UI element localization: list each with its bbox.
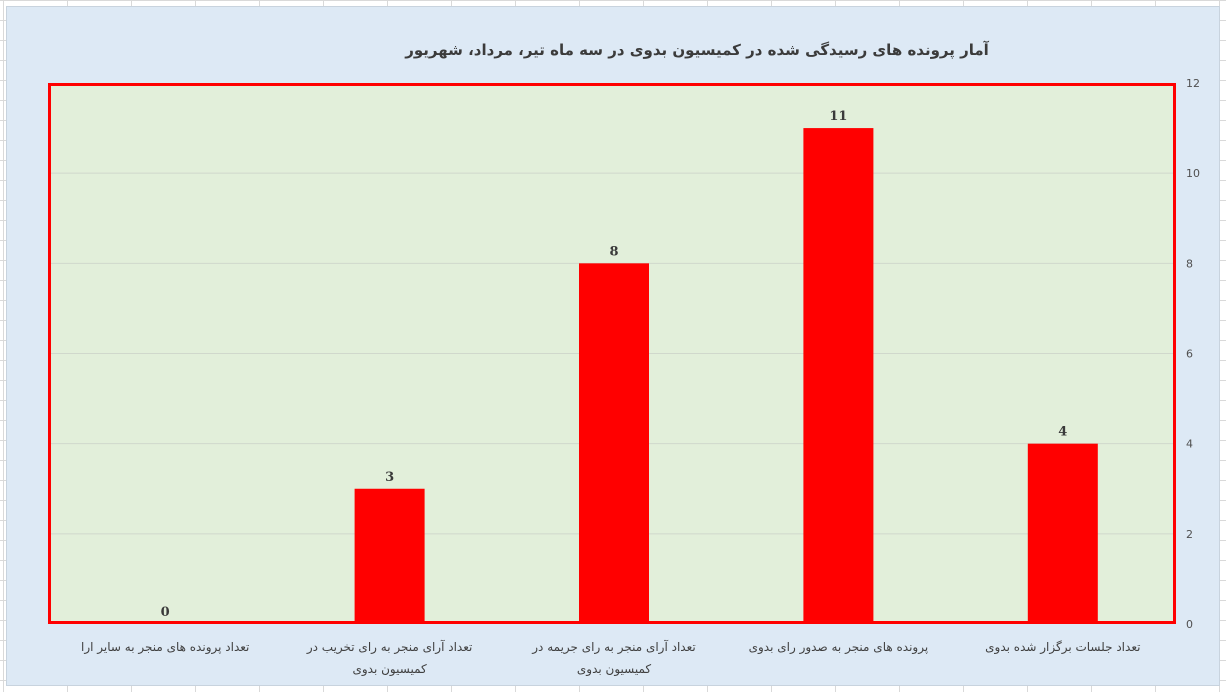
y-tick-label: 6 (1186, 348, 1193, 361)
bar (354, 488, 425, 624)
bar (1027, 443, 1098, 624)
bar (579, 263, 649, 624)
y-tick-label: 0 (1186, 618, 1193, 631)
data-label: 11 (829, 109, 847, 124)
y-tick-label: 12 (1186, 77, 1200, 90)
data-label: 3 (385, 470, 394, 485)
data-label: 4 (1058, 425, 1067, 440)
data-label: 0 (161, 605, 170, 620)
x-tick-label: پرونده های منجر به صدور رای بدوی (748, 640, 929, 654)
bar (803, 128, 874, 625)
chart-title: آمار پرونده های رسیدگی شده در کمیسیون بد… (405, 41, 989, 59)
data-label: 8 (609, 244, 618, 259)
x-tick-label: تعداد آرای منجر به رای تخریب در کمیسیون … (306, 640, 473, 676)
x-tick-label: تعداد آرای منجر به رای جریمه در کمیسیون … (532, 640, 696, 676)
y-tick-label: 4 (1186, 438, 1193, 451)
x-tick-label: تعداد پرونده های منجر به سایر ارا (81, 640, 250, 654)
y-tick-label: 8 (1186, 257, 1193, 270)
x-tick-label: تعداد جلسات برگزار شده بدوی (985, 640, 1141, 654)
y-tick-label: 2 (1186, 528, 1193, 541)
y-tick-label: 10 (1186, 167, 1200, 180)
